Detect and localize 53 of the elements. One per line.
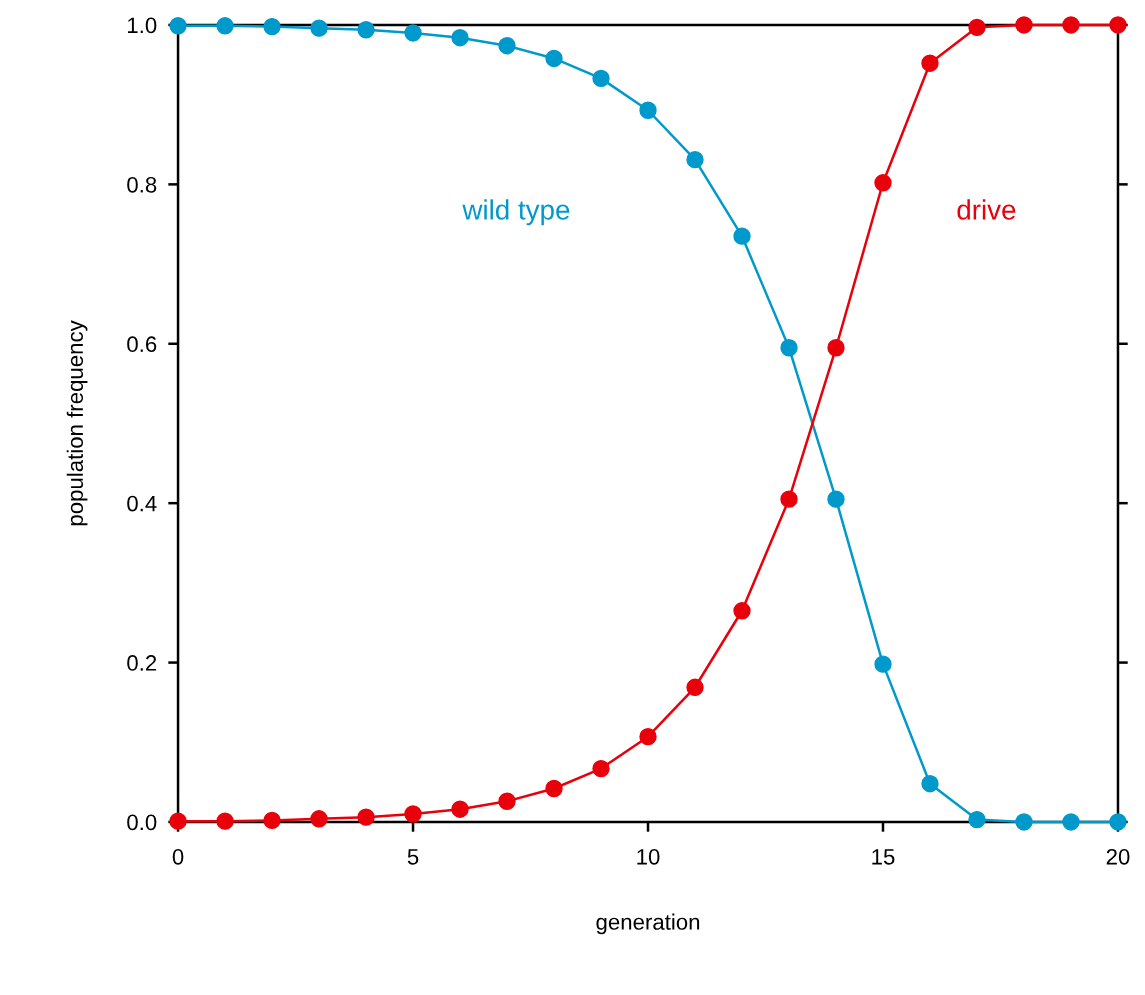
point [592,759,610,778]
point [216,812,234,830]
point [404,805,422,823]
point [545,779,563,798]
y-tick-label: 0.8 [127,176,157,193]
y-axis-title: population frequency [66,320,88,526]
point [404,24,422,42]
y-tick-label: 0.0 [127,814,157,831]
point [780,490,798,508]
point [263,17,281,36]
point [686,678,704,696]
x-tick-label: 0 [172,848,184,865]
point [498,792,516,810]
point [827,339,845,357]
y-tick-label: 0.6 [127,336,157,353]
point [968,810,986,829]
x-tick-label: 5 [407,849,419,865]
point [827,490,845,508]
text: drive [957,199,1016,220]
point [686,150,704,169]
point [498,37,516,55]
point [1062,813,1080,831]
point [921,54,939,72]
point [357,808,375,826]
point [921,775,939,793]
point [780,339,798,357]
point [874,655,892,673]
point [1015,813,1033,831]
point [1062,16,1080,34]
x-axis-title: generation [596,913,700,935]
x-tick-label: 15 [872,849,895,865]
x-tick-label: 10 [637,848,660,865]
point [592,69,610,88]
point [1015,16,1033,34]
point [263,811,281,830]
point [874,174,892,192]
y-tick-label: 1.0 [128,17,157,34]
point [310,19,328,37]
point [451,29,469,47]
point [451,800,469,818]
point [733,602,751,620]
x-tick-label: 20 [1106,848,1130,865]
point [639,728,657,746]
text: wild type [462,199,570,226]
point [216,17,234,35]
y-tick-label: 0.2 [127,655,157,671]
point [545,49,563,68]
point [357,21,375,39]
point [733,227,751,245]
point [310,810,328,828]
y-tick-label: 0.4 [127,495,157,512]
point [639,101,657,119]
point [968,18,986,37]
